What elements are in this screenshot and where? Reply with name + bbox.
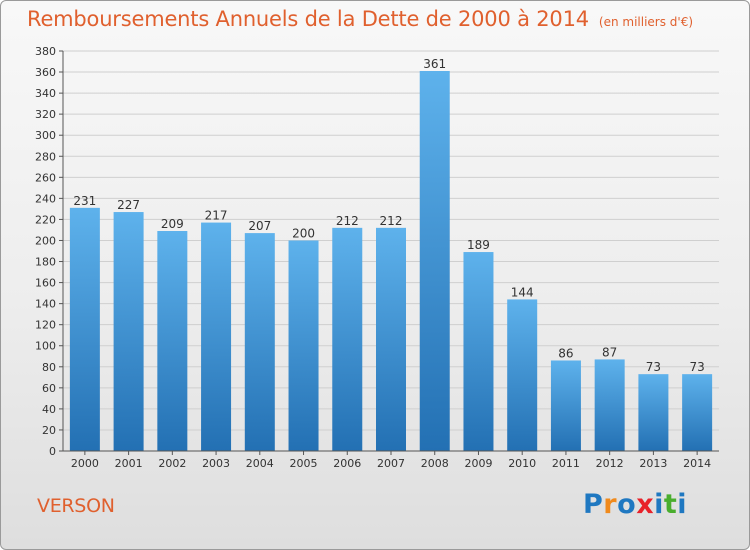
bar-2013 [638, 374, 669, 451]
y-tick-label: 180 [35, 256, 56, 269]
y-tick-label: 280 [35, 150, 56, 163]
bar-2014 [682, 374, 713, 451]
bar-2009 [463, 252, 494, 451]
bar-2007 [376, 227, 406, 451]
axes: 0 20 40 60 80 100 120 140 160 180 200 220 240 260 280 3… [35, 45, 719, 470]
x-tick-label: 2008 [421, 457, 449, 470]
x-tick-label: 2002 [158, 457, 186, 470]
y-tick-label: 380 [35, 45, 56, 58]
x-tick-label: 2006 [333, 457, 361, 470]
data-labels: 231 227 209 217 207 200 212 212 361 189 144 86 87 73 7… [73, 57, 704, 374]
chart-title: Remboursements Annuels de la Dette de 20… [27, 7, 589, 31]
data-label: 73 [646, 360, 661, 374]
x-tick-label: 2007 [377, 457, 405, 470]
y-tick-label: 200 [35, 234, 56, 247]
chart-unit: (en milliers d'€) [598, 15, 694, 29]
data-label: 231 [73, 194, 96, 208]
data-label: 207 [248, 219, 271, 233]
y-tick-label: 340 [35, 87, 56, 100]
y-tick-label: 40 [42, 403, 56, 416]
logo-letter: i [677, 489, 688, 520]
x-tick-label: 2005 [290, 457, 318, 470]
logo-letter: i [654, 489, 664, 520]
x-tick-label: 2014 [683, 457, 711, 470]
y-tick-label: 100 [35, 340, 56, 353]
logo-letter: o [617, 489, 637, 520]
bar-2008 [419, 71, 450, 451]
bar-2001 [113, 212, 144, 451]
data-label: 212 [380, 214, 403, 228]
bar-2002 [157, 231, 188, 451]
x-tick-label: 2009 [464, 457, 492, 470]
y-tick-label: 0 [49, 445, 56, 458]
data-label: 217 [205, 209, 228, 223]
y-tick-label: 80 [42, 361, 56, 374]
data-label: 86 [558, 346, 573, 360]
y-tick-label: 300 [35, 129, 56, 142]
data-label: 209 [161, 217, 184, 231]
data-label: 227 [117, 198, 140, 212]
commune-name: VERSON [37, 495, 115, 517]
data-label: 189 [467, 238, 490, 252]
bar-2005 [288, 240, 319, 451]
y-tick-label: 360 [35, 66, 56, 79]
logo-letter: x [636, 489, 655, 520]
x-tick-label: 2003 [202, 457, 230, 470]
bar-2010 [507, 299, 538, 451]
chart-title-row: Remboursements Annuels de la Dette de 20… [27, 7, 693, 31]
y-tick-label: 60 [42, 382, 56, 395]
y-tick-label: 220 [35, 213, 56, 226]
bar-2004 [244, 233, 275, 451]
bars [69, 71, 713, 451]
proxiti-logo: Proxiti [583, 489, 687, 520]
x-tick-label: 2004 [246, 457, 274, 470]
y-tick-label: 320 [35, 108, 56, 121]
x-tick-label: 2001 [115, 457, 143, 470]
x-tick-label: 2012 [596, 457, 624, 470]
data-label: 361 [423, 57, 446, 71]
bar-2003 [201, 222, 232, 451]
data-label: 200 [292, 226, 315, 240]
x-tick-label: 2000 [71, 457, 99, 470]
x-tick-label: 2011 [552, 457, 580, 470]
data-label: 212 [336, 214, 359, 228]
bar-2006 [332, 227, 363, 451]
x-tick-label: 2013 [639, 457, 667, 470]
bar-2011 [550, 360, 581, 451]
logo-letter: P [583, 489, 604, 520]
bar-2012 [594, 359, 625, 451]
data-label: 73 [689, 360, 704, 374]
y-tick-label: 160 [35, 277, 56, 290]
y-tick-label: 20 [42, 424, 56, 437]
data-label: 144 [511, 285, 534, 299]
y-tick-label: 240 [35, 192, 56, 205]
data-label: 87 [602, 345, 617, 359]
logo-letter: t [663, 489, 678, 520]
x-tick-label: 2010 [508, 457, 536, 470]
y-tick-label: 140 [35, 298, 56, 311]
logo-letter: r [603, 489, 618, 520]
y-tick-label: 120 [35, 319, 56, 332]
bar-2000 [69, 207, 100, 451]
y-tick-label: 260 [35, 171, 56, 184]
